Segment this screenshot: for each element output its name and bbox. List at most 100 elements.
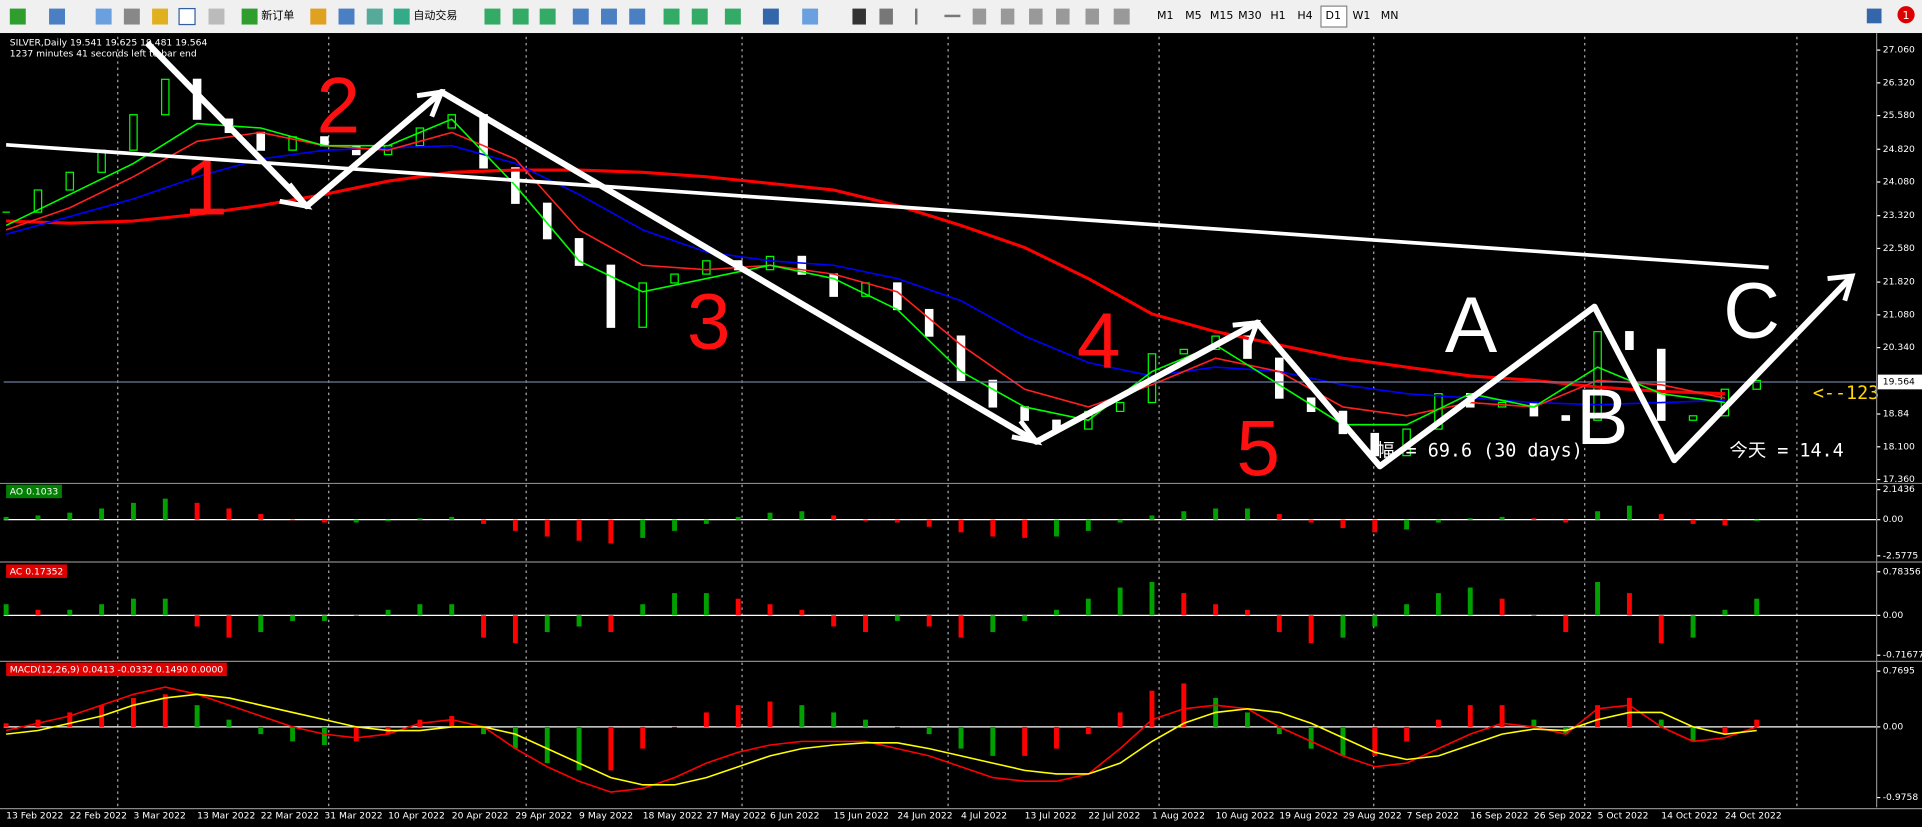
histogram-bar xyxy=(544,519,550,537)
candle xyxy=(1593,331,1602,421)
timeframe[interactable]: M1 xyxy=(1157,9,1174,22)
x-tick-label: 4 Jul 2022 xyxy=(961,810,1007,821)
icon[interactable] xyxy=(572,8,589,25)
candle xyxy=(988,379,998,408)
candle xyxy=(1561,415,1571,421)
histogram-bar xyxy=(1340,726,1346,756)
icon[interactable] xyxy=(123,8,140,25)
arrow-head xyxy=(1827,273,1856,302)
icon[interactable] xyxy=(762,8,779,25)
icon[interactable] xyxy=(1000,8,1015,25)
x-tick-label: 19 Aug 2022 xyxy=(1279,810,1338,821)
histogram-bar xyxy=(1022,615,1028,621)
icon[interactable] xyxy=(601,8,617,25)
histogram-bar xyxy=(1658,719,1664,727)
panel-title-bg xyxy=(6,484,62,499)
candle xyxy=(1274,357,1284,399)
candle xyxy=(606,264,616,328)
histogram-bar xyxy=(1722,726,1728,735)
icon[interactable] xyxy=(241,8,258,25)
histogram-bar xyxy=(258,726,264,735)
y-tick-label: -0.71677 xyxy=(1883,650,1922,661)
amplitude: 幅 = 69.6 (30 days) xyxy=(1376,440,1583,461)
icon[interactable] xyxy=(152,8,169,25)
histogram-bar xyxy=(290,615,296,621)
timeframe[interactable]: W1 xyxy=(1353,9,1371,22)
histogram-bar xyxy=(449,604,455,616)
timeframe[interactable]: M5 xyxy=(1185,9,1202,22)
icon[interactable] xyxy=(393,8,410,25)
icon[interactable] xyxy=(691,8,708,25)
histogram-bar xyxy=(258,514,264,520)
icon[interactable] xyxy=(49,8,66,25)
icon[interactable] xyxy=(1056,8,1070,25)
new-order[interactable]: 新订单 xyxy=(261,8,294,22)
icon[interactable] xyxy=(9,8,26,25)
x-tick-label: 31 Mar 2022 xyxy=(324,810,382,821)
icon[interactable] xyxy=(663,8,680,25)
histogram-bar xyxy=(130,598,136,616)
candle xyxy=(542,202,552,240)
arrow-head xyxy=(416,88,446,118)
icon[interactable] xyxy=(1029,8,1043,25)
y-tick-label: 0.00 xyxy=(1883,610,1904,621)
histogram-bar xyxy=(1658,615,1664,644)
histogram-bar xyxy=(1531,719,1537,727)
subtitle: 1237 minutes 41 seconds left to bar end xyxy=(10,48,197,59)
timeframe[interactable]: H1 xyxy=(1270,9,1285,22)
timeframe[interactable]: MN xyxy=(1381,9,1399,22)
histogram-bar xyxy=(1658,514,1664,520)
icon[interactable] xyxy=(208,8,225,25)
icon[interactable] xyxy=(724,8,741,25)
icon[interactable] xyxy=(1113,8,1130,25)
icon[interactable] xyxy=(539,8,556,25)
y-tick-label: 25.580 xyxy=(1883,110,1915,121)
histogram-bar xyxy=(226,719,232,727)
timeframe[interactable]: M15 xyxy=(1210,9,1234,22)
icon[interactable] xyxy=(629,8,646,25)
candle xyxy=(479,114,488,169)
icon[interactable] xyxy=(512,8,529,25)
histogram-bar xyxy=(1563,615,1569,633)
histogram-bar xyxy=(608,726,614,771)
x-tick-label: 13 Mar 2022 xyxy=(197,810,255,821)
icon[interactable] xyxy=(1866,8,1882,24)
histogram-bar xyxy=(576,615,582,627)
x-tick-label: 27 May 2022 xyxy=(706,810,766,821)
timeframe[interactable]: M30 xyxy=(1238,9,1262,22)
icon[interactable] xyxy=(484,8,501,25)
icon[interactable] xyxy=(802,8,819,25)
icon[interactable] xyxy=(879,8,893,25)
y-tick-label: 0.00 xyxy=(1883,721,1904,732)
icon[interactable] xyxy=(1085,8,1099,25)
icon[interactable] xyxy=(310,8,327,25)
indicator-line xyxy=(5,144,1725,406)
histogram-bar xyxy=(3,604,9,616)
notification-badge[interactable] xyxy=(1897,6,1915,24)
x-tick-label: 6 Jun 2022 xyxy=(770,810,819,821)
icon[interactable] xyxy=(915,8,918,25)
histogram-bar xyxy=(1754,719,1760,727)
histogram-bar xyxy=(1435,593,1441,616)
wave-label: B xyxy=(1576,373,1628,461)
x-tick-label: 5 Oct 2022 xyxy=(1598,810,1649,821)
auto-trading[interactable]: 自动交易 xyxy=(413,8,457,22)
icon[interactable] xyxy=(338,8,355,25)
icon[interactable] xyxy=(852,8,866,25)
toolbar: 新订单 自动交易 M1 M5 M15 M30 H1 H4 D1 W1 MN 1 xyxy=(0,0,1922,34)
candle xyxy=(765,255,775,271)
icon[interactable] xyxy=(972,8,987,25)
icon[interactable] xyxy=(366,8,383,25)
histogram-bar xyxy=(1595,705,1601,727)
histogram-bar xyxy=(1213,604,1219,616)
icon[interactable] xyxy=(944,14,961,18)
trendline[interactable] xyxy=(6,142,1769,270)
timeframe[interactable]: H4 xyxy=(1297,9,1312,22)
histogram-bar xyxy=(1690,615,1696,638)
histogram-bar xyxy=(1404,519,1410,530)
timeframe[interactable]: D1 xyxy=(1326,9,1342,22)
histogram-bar xyxy=(67,712,73,727)
icon[interactable] xyxy=(178,7,196,26)
icon[interactable] xyxy=(95,8,112,25)
